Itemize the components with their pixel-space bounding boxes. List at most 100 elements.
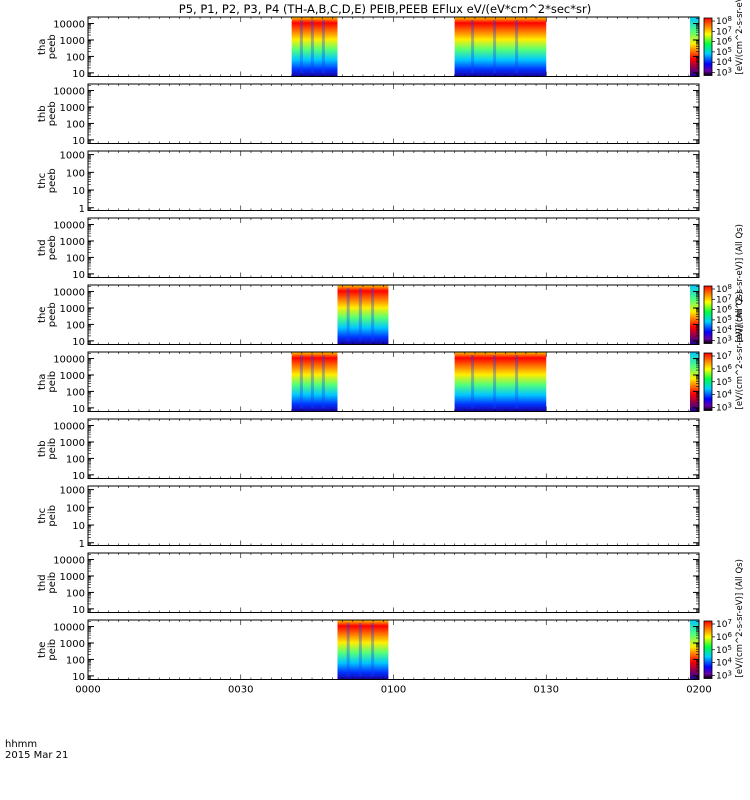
y-tick-label: 10 [72, 270, 85, 281]
colorbar-units-label: [eV/(cm^2-s-sr-eV)] (All Qs) [735, 224, 745, 342]
y-tick-label: 100 [66, 655, 85, 666]
spectrogram-striation [515, 19, 519, 74]
panel-label-probe: the [37, 642, 48, 658]
spectrogram-striation [321, 19, 325, 74]
y-tick-label: 100 [66, 168, 85, 179]
panel-label-instrument: peeb [47, 101, 58, 126]
colorbar-tick-label: 106 [716, 363, 732, 375]
spectrogram-striation [471, 354, 475, 409]
y-tick-label: 10 [72, 186, 85, 197]
colorbar-tick-label: 108 [716, 283, 732, 295]
panel-label-instrument: peeb [47, 34, 58, 59]
spectrogram-block [291, 352, 338, 412]
y-tick-label: 10000 [53, 87, 85, 98]
y-tick-label: 100 [66, 119, 85, 130]
colorbar-tick-label: 103 [716, 67, 732, 79]
panel-frame [87, 150, 700, 211]
panel-label-probe: thd [37, 239, 48, 256]
panel-label-instrument: peib [47, 572, 58, 594]
panel-label-probe: the [37, 307, 48, 323]
panel-frame [87, 217, 700, 278]
y-tick-label: 10 [72, 69, 85, 80]
panel-frame [87, 284, 700, 345]
spectrogram-block [454, 352, 547, 412]
spectrogram-striation [299, 354, 303, 409]
spectrogram-striation [515, 354, 519, 409]
spectrogram-striation [321, 354, 325, 409]
spectrogram-striation [371, 287, 375, 342]
panel-label-instrument: peib [47, 438, 58, 460]
y-tick-label: 100 [66, 52, 85, 63]
x-tick-label: 0130 [534, 685, 559, 696]
x-tick-label: 0100 [381, 685, 406, 696]
y-tick-label: 10 [72, 136, 85, 147]
panel-label-probe: thb [37, 105, 48, 122]
spectrogram-striation [346, 287, 350, 342]
panel-label-probe: tha [37, 374, 48, 390]
colorbar-tick-label: 104 [716, 56, 732, 68]
colorbar-tick-label: 107 [716, 293, 732, 305]
colorbar-tick-label: 107 [716, 25, 732, 37]
colorbar [703, 285, 713, 344]
y-tick-label: 1000 [60, 438, 85, 449]
y-tick-label: 1000 [60, 572, 85, 583]
y-tick-label: 10 [72, 337, 85, 348]
panel-label-probe: thc [37, 173, 48, 189]
edge-strip [690, 620, 699, 680]
x-tick-label: 0200 [686, 685, 711, 696]
x-tick-label: 0000 [75, 685, 100, 696]
y-tick-label: 1000 [60, 639, 85, 650]
panel-label-instrument: peib [47, 505, 58, 527]
y-tick-label: 10 [72, 672, 85, 683]
y-tick-label: 10 [72, 471, 85, 482]
colorbar-tick-label: 106 [716, 304, 732, 316]
y-tick-label: 10000 [53, 556, 85, 567]
colorbar-units-label: [eV/(cm^2-s-sr-eV)] (All Qs) [735, 0, 745, 75]
y-tick-label: 1000 [60, 304, 85, 315]
y-tick-label: 10000 [53, 422, 85, 433]
y-tick-label: 100 [66, 503, 85, 514]
colorbar-tick-label: 107 [716, 350, 732, 362]
colorbar-tick-label: 108 [716, 15, 732, 27]
y-tick-label: 1000 [60, 371, 85, 382]
colorbar-tick-label: 104 [716, 657, 732, 669]
time-axis-label: hhmm [5, 739, 37, 750]
panel-label-probe: thb [37, 440, 48, 457]
edge-strip [690, 17, 699, 77]
y-tick-label: 10 [72, 605, 85, 616]
panel-label-probe: tha [37, 39, 48, 55]
y-tick-label: 1000 [60, 486, 85, 497]
colorbar-units-label: [eV/(cm^2-s-sr-eV)] (All Qs) [735, 291, 745, 409]
y-tick-label: 10 [72, 404, 85, 415]
spectrogram-block [454, 17, 547, 77]
y-tick-label: 1000 [60, 237, 85, 248]
colorbar-tick-label: 106 [716, 36, 732, 48]
y-tick-label: 10000 [53, 20, 85, 31]
y-tick-label: 10000 [53, 288, 85, 299]
panel-frame [87, 485, 700, 546]
panel-frame [87, 418, 700, 479]
y-tick-label: 10 [72, 521, 85, 532]
y-tick-label: 10000 [53, 221, 85, 232]
panel-label-instrument: peib [47, 371, 58, 393]
panel-frame [87, 619, 700, 680]
y-tick-label: 1 [79, 204, 85, 215]
spectrogram-striation [493, 19, 497, 74]
y-tick-label: 1000 [60, 36, 85, 47]
colorbar-tick-label: 107 [716, 618, 732, 630]
colorbar-tick-label: 103 [716, 670, 732, 682]
colorbar-tick-label: 103 [716, 335, 732, 347]
spectrogram-striation [358, 287, 362, 342]
panel-label-instrument: peeb [47, 235, 58, 260]
edge-strip [690, 352, 699, 412]
colorbar-tick-label: 104 [716, 324, 732, 336]
y-tick-label: 10000 [53, 355, 85, 366]
y-tick-label: 1000 [60, 103, 85, 114]
spectrogram-striation [358, 622, 362, 677]
spectrogram-striation [471, 19, 475, 74]
panel-label-instrument: peib [47, 639, 58, 661]
colorbar-tick-label: 106 [716, 631, 732, 643]
panel-label-probe: thc [37, 508, 48, 524]
spectrogram-striation [371, 622, 375, 677]
